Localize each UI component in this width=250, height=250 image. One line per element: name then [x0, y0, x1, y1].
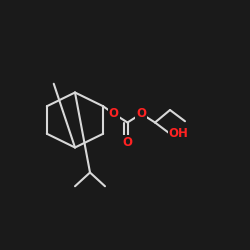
Text: O: O	[136, 107, 146, 120]
Text: O: O	[109, 107, 119, 120]
Text: OH: OH	[169, 127, 189, 140]
Text: O: O	[122, 136, 132, 149]
